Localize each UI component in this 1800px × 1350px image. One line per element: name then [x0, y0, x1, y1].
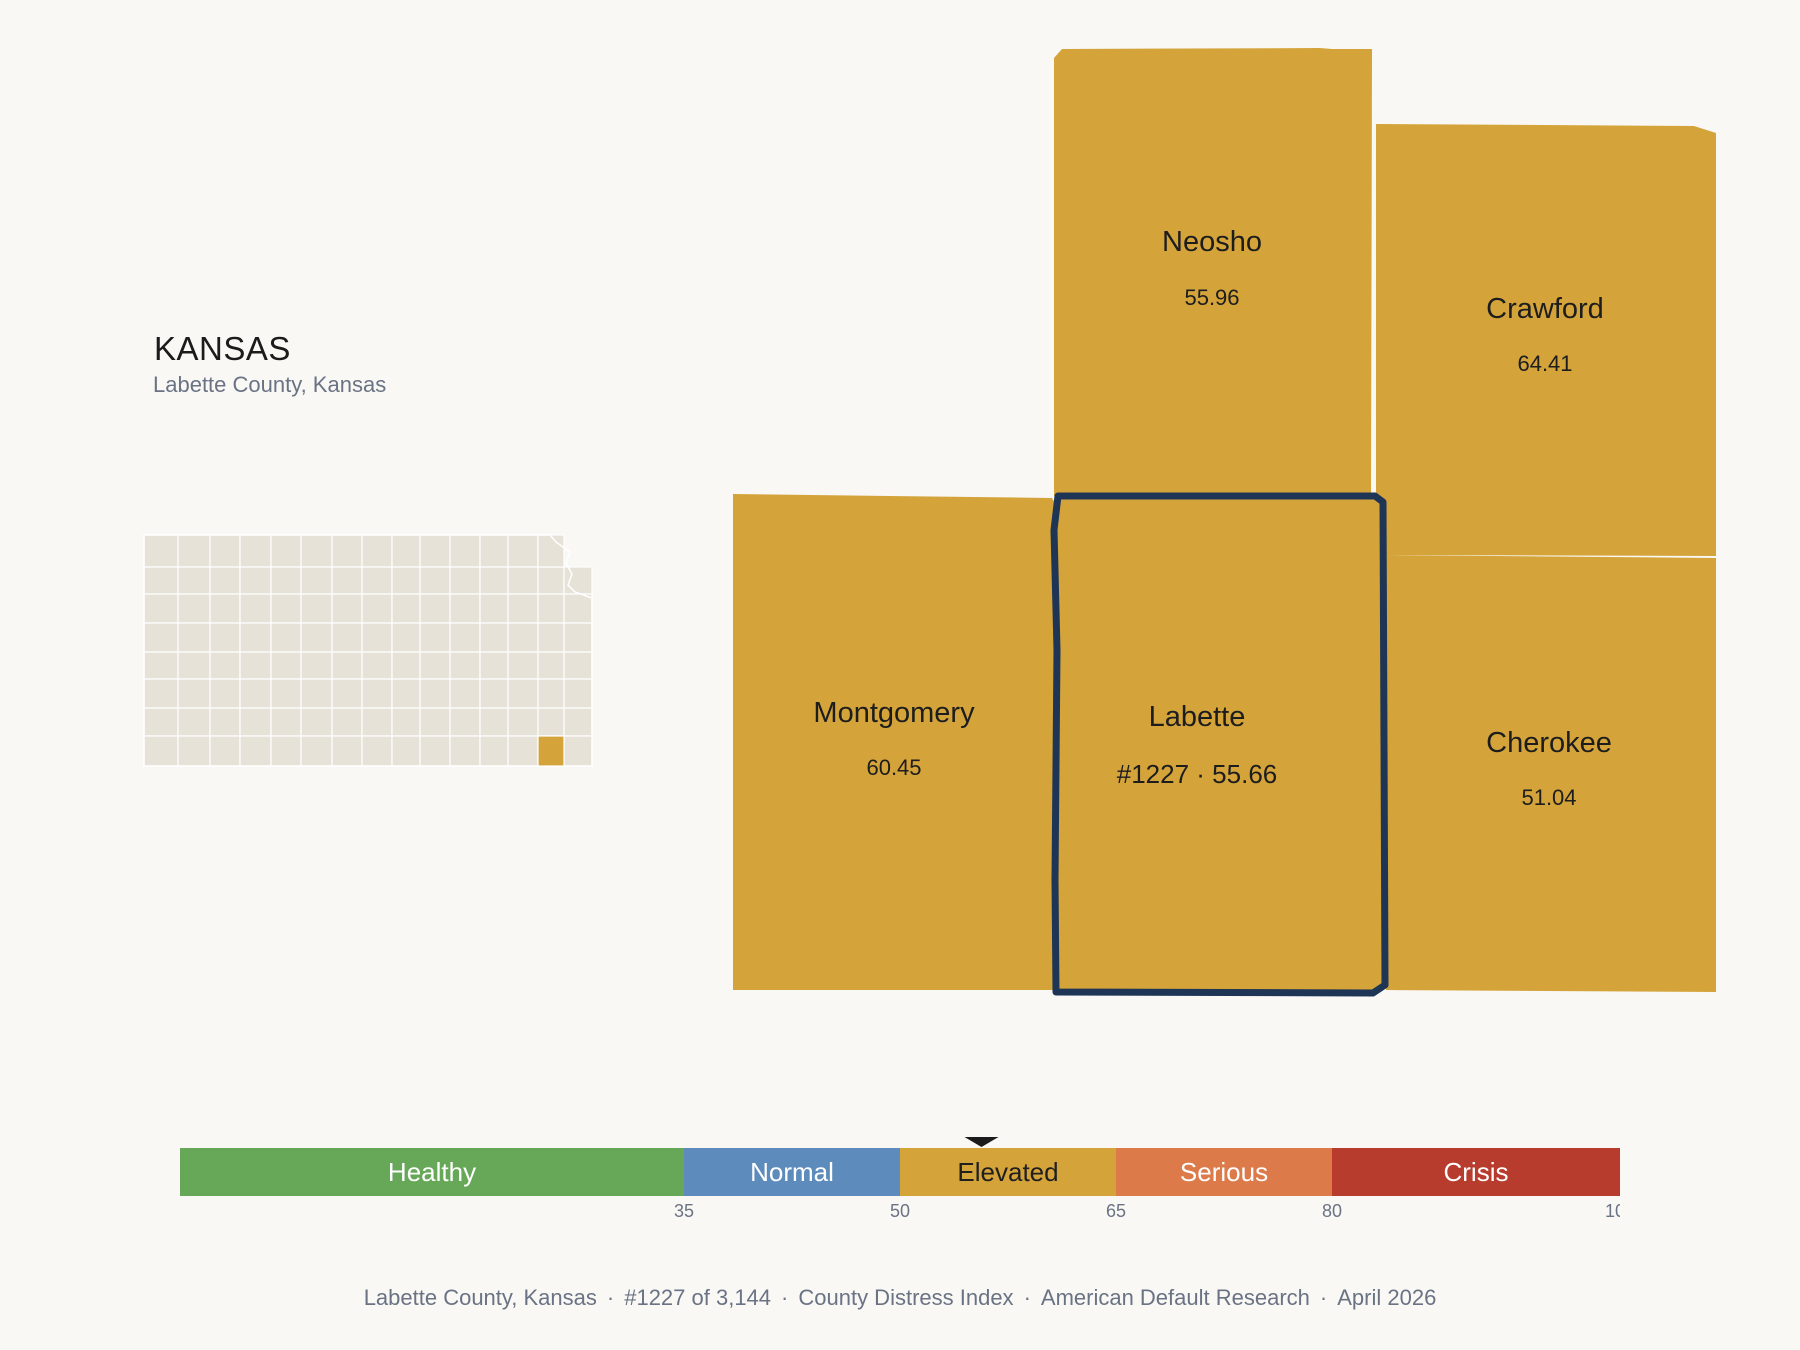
scale-tick-label: 100 — [1605, 1201, 1620, 1221]
inset-county — [419, 534, 451, 568]
county-montgomery[interactable]: Montgomery 60.45 — [733, 494, 1057, 990]
inset-county — [143, 622, 179, 653]
footer-rank: #1227 of 3,144 — [624, 1285, 772, 1310]
inset-county — [177, 651, 211, 680]
state-title: KANSAS — [154, 330, 291, 367]
inset-county — [361, 707, 393, 737]
county-name-labette: Labette — [1149, 701, 1246, 733]
inset-county — [391, 622, 421, 653]
county-value-montgomery: 60.45 — [866, 755, 921, 780]
inset-county — [270, 707, 302, 737]
scale-segments: Healthy Normal Elevated Serious Crisis — [180, 1148, 1620, 1196]
footer-date: April 2026 — [1337, 1285, 1437, 1310]
county-shape-montgomery — [733, 494, 1057, 990]
inset-county — [209, 622, 241, 653]
inset-county — [507, 593, 539, 624]
inset-county — [177, 593, 211, 624]
scale-segment-healthy — [180, 1148, 684, 1196]
inset-county — [419, 622, 451, 653]
scale-segment-label: Normal — [750, 1157, 834, 1187]
footer-separator: · — [1023, 1285, 1031, 1310]
inset-county — [300, 534, 333, 568]
scale-ticks: 35 50 65 80 100 — [674, 1201, 1620, 1221]
state-subtitle: Labette County, Kansas — [153, 372, 387, 397]
inset-county — [361, 735, 393, 767]
inset-county — [239, 707, 272, 737]
inset-county — [270, 534, 302, 568]
inset-county-grid — [143, 534, 593, 767]
county-labette[interactable]: Labette #1227 · 55.66 — [1050, 492, 1389, 997]
county-value-cherokee: 51.04 — [1521, 785, 1576, 810]
county-name-neosho: Neosho — [1162, 226, 1262, 258]
county-map: Neosho 55.96 Crawford 64.41 Montgomery 6… — [733, 48, 1716, 997]
inset-county — [449, 735, 481, 767]
county-name-montgomery: Montgomery — [813, 697, 975, 729]
inset-county — [537, 678, 565, 709]
inset-county — [239, 566, 272, 595]
inset-county — [507, 566, 539, 595]
footer-separator: · — [1319, 1285, 1328, 1310]
footer-index-name: County Distress Index — [798, 1285, 1014, 1310]
inset-county — [300, 622, 333, 653]
inset-highlight-labette — [537, 735, 565, 767]
inset-county — [391, 651, 421, 680]
county-shape-labette — [1050, 492, 1389, 997]
distress-scale: Healthy Normal Elevated Serious Crisis 35 50 6… — [180, 1137, 1620, 1221]
scale-segment-label: Crisis — [1444, 1157, 1509, 1187]
scale-tick-label: 50 — [890, 1201, 910, 1221]
scale-segment-label: Elevated — [957, 1157, 1058, 1187]
inset-county — [449, 593, 481, 624]
inset-county — [361, 622, 393, 653]
inset-county — [537, 622, 565, 653]
inset-county — [239, 651, 272, 680]
scale-tick-label: 80 — [1322, 1201, 1342, 1221]
inset-county — [391, 566, 421, 595]
kansas-inset-map — [143, 534, 593, 767]
inset-county — [209, 735, 241, 767]
scale-segment-normal — [684, 1148, 900, 1196]
county-neosho[interactable]: Neosho 55.96 — [1054, 48, 1372, 496]
county-shape-neosho — [1054, 48, 1372, 496]
inset-county — [507, 534, 539, 568]
county-crawford[interactable]: Crawford 64.41 — [1376, 124, 1716, 556]
scale-marker — [964, 1137, 999, 1147]
scale-tick-label: 35 — [674, 1201, 694, 1221]
inset-county — [209, 651, 241, 680]
inset-county — [270, 622, 302, 653]
scale-segment-label: Serious — [1180, 1157, 1268, 1187]
county-value-labette: #1227 · 55.66 — [1117, 759, 1277, 789]
inset-county — [537, 534, 565, 568]
inset-county — [419, 707, 451, 737]
county-value-crawford: 64.41 — [1517, 351, 1572, 376]
inset-county — [177, 678, 211, 709]
inset-county — [391, 593, 421, 624]
county-shape-crawford — [1376, 124, 1716, 556]
scale-segment-elevated — [900, 1148, 1116, 1196]
inset-county — [331, 593, 363, 624]
scale-segment-serious — [1116, 1148, 1332, 1196]
inset-county — [239, 593, 272, 624]
footer: Labette County, Kansas · #1227 of 3,144 · Co… — [0, 1285, 1800, 1311]
inset-county — [361, 534, 393, 568]
inset-state-outline — [143, 534, 593, 767]
inset-county — [177, 735, 211, 767]
inset-county — [331, 534, 363, 568]
footer-separator: · — [606, 1285, 615, 1310]
inset-county — [209, 566, 241, 595]
county-value-neosho: 55.96 — [1184, 285, 1239, 310]
footer-source: American Default Research — [1040, 1285, 1310, 1310]
scale-segment-label: Healthy — [388, 1157, 476, 1187]
scale-segment-crisis — [1332, 1148, 1620, 1196]
county-shape-cherokee — [1386, 555, 1716, 992]
inset-county — [209, 593, 241, 624]
scale-tick-label: 65 — [1106, 1201, 1126, 1221]
county-name-crawford: Crawford — [1486, 293, 1604, 325]
inset-county — [419, 566, 451, 595]
county-cherokee[interactable]: Cherokee 51.04 — [1386, 555, 1716, 992]
county-name-cherokee: Cherokee — [1486, 727, 1612, 759]
footer-county: Labette County, Kansas — [363, 1285, 597, 1310]
inset-county — [270, 678, 302, 709]
footer-separator: · — [781, 1285, 789, 1310]
inset-county — [419, 678, 451, 709]
